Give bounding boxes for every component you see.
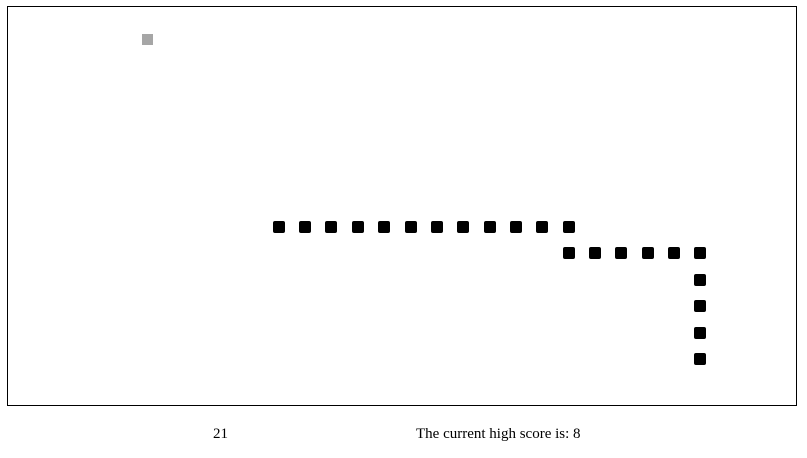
snake-segment bbox=[457, 221, 469, 233]
snake-segment bbox=[484, 221, 496, 233]
snake-segment bbox=[694, 327, 706, 339]
game-board[interactable] bbox=[7, 6, 797, 406]
snake-segment bbox=[694, 274, 706, 286]
food-pellet bbox=[142, 34, 153, 45]
snake-segment bbox=[694, 300, 706, 312]
current-score: 21 bbox=[213, 426, 228, 442]
snake-segment bbox=[510, 221, 522, 233]
snake-segment bbox=[563, 221, 575, 233]
snake-segment bbox=[273, 221, 285, 233]
snake-segment bbox=[694, 247, 706, 259]
snake-segment bbox=[615, 247, 627, 259]
snake-segment bbox=[642, 247, 654, 259]
snake-segment bbox=[563, 247, 575, 259]
snake-segment bbox=[325, 221, 337, 233]
snake-segment bbox=[536, 221, 548, 233]
snake-segment bbox=[299, 221, 311, 233]
snake-segment bbox=[589, 247, 601, 259]
snake-segment bbox=[405, 221, 417, 233]
snake-segment bbox=[668, 247, 680, 259]
high-score-text: The current high score is: 8 bbox=[416, 426, 581, 442]
snake-segment bbox=[694, 353, 706, 365]
snake-segment bbox=[431, 221, 443, 233]
snake-segment bbox=[352, 221, 364, 233]
snake-segment bbox=[378, 221, 390, 233]
